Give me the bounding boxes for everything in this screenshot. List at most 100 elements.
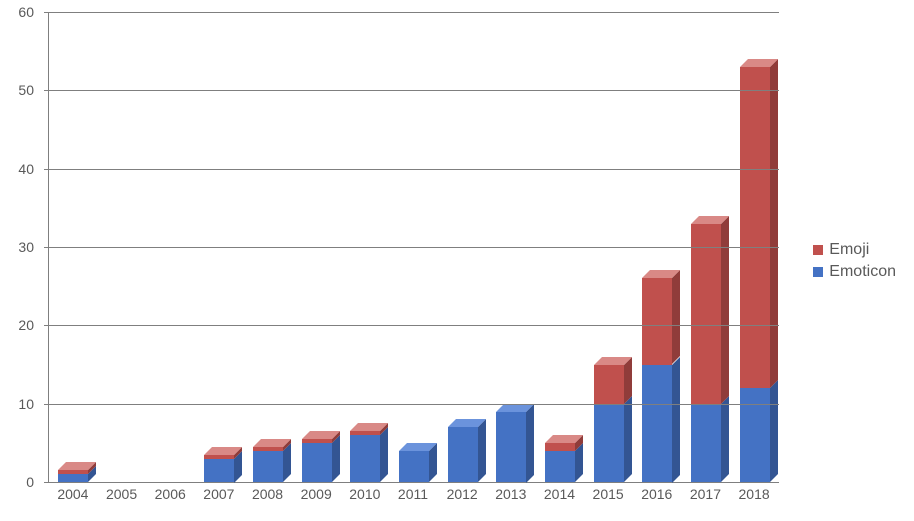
x-axis-label: 2011 — [398, 486, 428, 502]
x-axis-label: 2009 — [301, 486, 331, 502]
bar-side — [672, 270, 680, 364]
plot-area — [48, 12, 779, 483]
bar-front — [594, 365, 624, 404]
legend: Emoji Emoticon — [813, 237, 896, 285]
stacked-bar — [399, 451, 429, 482]
bar-column — [253, 447, 283, 482]
stacked-bar — [496, 412, 526, 483]
stacked-bar — [545, 443, 575, 482]
bar-column — [302, 439, 332, 482]
legend-swatch — [813, 245, 823, 255]
gridline — [49, 404, 779, 405]
bar-front — [204, 459, 234, 483]
emoticon-segment — [204, 459, 234, 483]
stacked-bar — [740, 67, 770, 482]
y-tick — [44, 247, 49, 248]
bar-front — [496, 412, 526, 483]
x-axis-label: 2004 — [57, 486, 87, 502]
x-axis-label: 2013 — [495, 486, 525, 502]
bar-front — [642, 278, 672, 364]
bar-front — [253, 447, 283, 451]
x-axis-label: 2006 — [155, 486, 185, 502]
y-axis-label: 20 — [18, 317, 34, 333]
y-tick — [44, 90, 49, 91]
bar-column — [496, 412, 526, 483]
x-axis-label: 2010 — [349, 486, 379, 502]
bar-side — [526, 404, 534, 483]
bar-front — [545, 451, 575, 482]
bar-front — [350, 431, 380, 435]
bar-column — [58, 470, 88, 482]
bar-column — [642, 278, 672, 482]
emoji-segment — [545, 443, 575, 451]
stacked-bar — [302, 439, 332, 482]
y-tick — [44, 169, 49, 170]
bar-column — [350, 431, 380, 482]
bar-side — [721, 216, 729, 404]
x-axis-label: 2018 — [739, 486, 769, 502]
bar-front — [204, 455, 234, 459]
bar-side — [770, 380, 778, 482]
bar-front — [545, 443, 575, 451]
emoticon-segment — [691, 404, 721, 482]
y-axis-label: 0 — [26, 474, 34, 490]
bar-column — [545, 443, 575, 482]
y-axis-label: 60 — [18, 4, 34, 20]
emoji-segment — [350, 431, 380, 435]
bar-column — [691, 224, 721, 483]
y-axis-labels: 0102030405060 — [0, 0, 40, 521]
bar-side — [770, 59, 778, 388]
stacked-bar — [594, 365, 624, 483]
bar-front — [399, 451, 429, 482]
bar-side — [380, 427, 388, 482]
bar-front — [691, 404, 721, 482]
bar-column — [204, 455, 234, 482]
legend-swatch — [813, 267, 823, 277]
emoji-segment — [642, 278, 672, 364]
bar-front — [350, 435, 380, 482]
emoticon-segment — [496, 412, 526, 483]
x-axis-label: 2008 — [252, 486, 282, 502]
emoji-segment — [204, 455, 234, 459]
emoji-segment — [58, 470, 88, 474]
x-axis-label: 2005 — [106, 486, 136, 502]
y-tick — [44, 404, 49, 405]
stacked-bar — [642, 278, 672, 482]
emoji-segment — [302, 439, 332, 443]
emoticon-segment — [642, 365, 672, 483]
legend-label: Emoji — [829, 241, 869, 259]
bar-front — [740, 388, 770, 482]
x-axis-label: 2012 — [447, 486, 477, 502]
gridline — [49, 325, 779, 326]
stacked-bar — [350, 431, 380, 482]
stacked-bar — [691, 224, 721, 483]
bar-front — [58, 474, 88, 482]
y-axis-label: 30 — [18, 239, 34, 255]
bar-column — [399, 451, 429, 482]
emoticon-segment — [545, 451, 575, 482]
bar-front — [642, 365, 672, 483]
emoji-segment — [594, 365, 624, 404]
x-axis-label: 2007 — [203, 486, 233, 502]
legend-label: Emoticon — [829, 263, 896, 281]
y-axis-label: 50 — [18, 82, 34, 98]
emoji-segment — [253, 447, 283, 451]
bar-front — [594, 404, 624, 482]
emoticon-segment — [58, 474, 88, 482]
stacked-bar — [58, 470, 88, 482]
emoticon-segment — [350, 435, 380, 482]
bar-front — [740, 67, 770, 388]
emoticon-segment — [448, 427, 478, 482]
bar-column — [594, 365, 624, 483]
bar-column — [448, 427, 478, 482]
emoticon-segment — [253, 451, 283, 482]
bar-side — [478, 419, 486, 482]
y-tick — [44, 12, 49, 13]
stacked-bar-chart: 0102030405060 20042005200620072008200920… — [0, 0, 914, 521]
stacked-bar — [204, 455, 234, 482]
bar-front — [58, 470, 88, 474]
y-axis-label: 10 — [18, 396, 34, 412]
x-axis-label: 2015 — [593, 486, 623, 502]
x-axis-label: 2016 — [641, 486, 671, 502]
legend-item: Emoticon — [813, 263, 896, 281]
